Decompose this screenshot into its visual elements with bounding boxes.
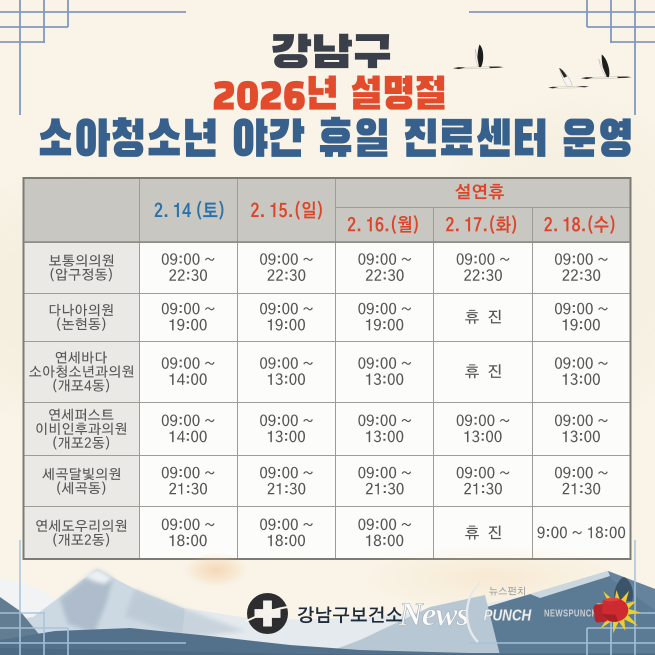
svg-text:NEWSPUNCH: NEWSPUNCH — [544, 607, 598, 618]
svg-text:News: News — [398, 597, 468, 633]
svg-text:PUNCH: PUNCH — [484, 608, 532, 625]
